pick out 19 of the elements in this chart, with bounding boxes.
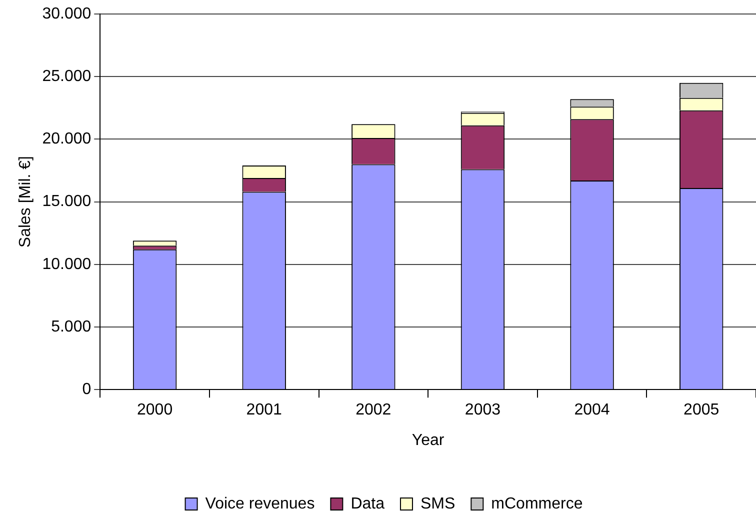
legend-label: Voice revenues bbox=[205, 495, 315, 512]
legend-label: mCommerce bbox=[491, 495, 583, 512]
x-tick-label: 2001 bbox=[246, 402, 282, 419]
x-tick-label: 2002 bbox=[356, 402, 392, 419]
x-tick-label: 2003 bbox=[464, 402, 501, 419]
x-tick-label: 2004 bbox=[574, 402, 610, 419]
x-tick-label: 2005 bbox=[684, 402, 720, 419]
legend-label: SMS bbox=[420, 495, 456, 512]
y-tick-label: 10.000 bbox=[42, 256, 92, 273]
x-tick-label: 2000 bbox=[136, 402, 173, 419]
y-axis-title: Sales [Mil. €] bbox=[17, 156, 34, 248]
y-tick-label: 25.000 bbox=[42, 68, 92, 86]
legend-label: Data bbox=[350, 495, 385, 512]
y-tick-label: 0 bbox=[82, 381, 92, 398]
y-tick-label: 5.000 bbox=[51, 318, 92, 336]
y-tick-label: 30.000 bbox=[42, 5, 92, 22]
y-tick-label: 15.000 bbox=[42, 193, 92, 210]
x-axis-title: Year bbox=[412, 432, 445, 449]
y-tick-label: 20.000 bbox=[42, 130, 92, 148]
